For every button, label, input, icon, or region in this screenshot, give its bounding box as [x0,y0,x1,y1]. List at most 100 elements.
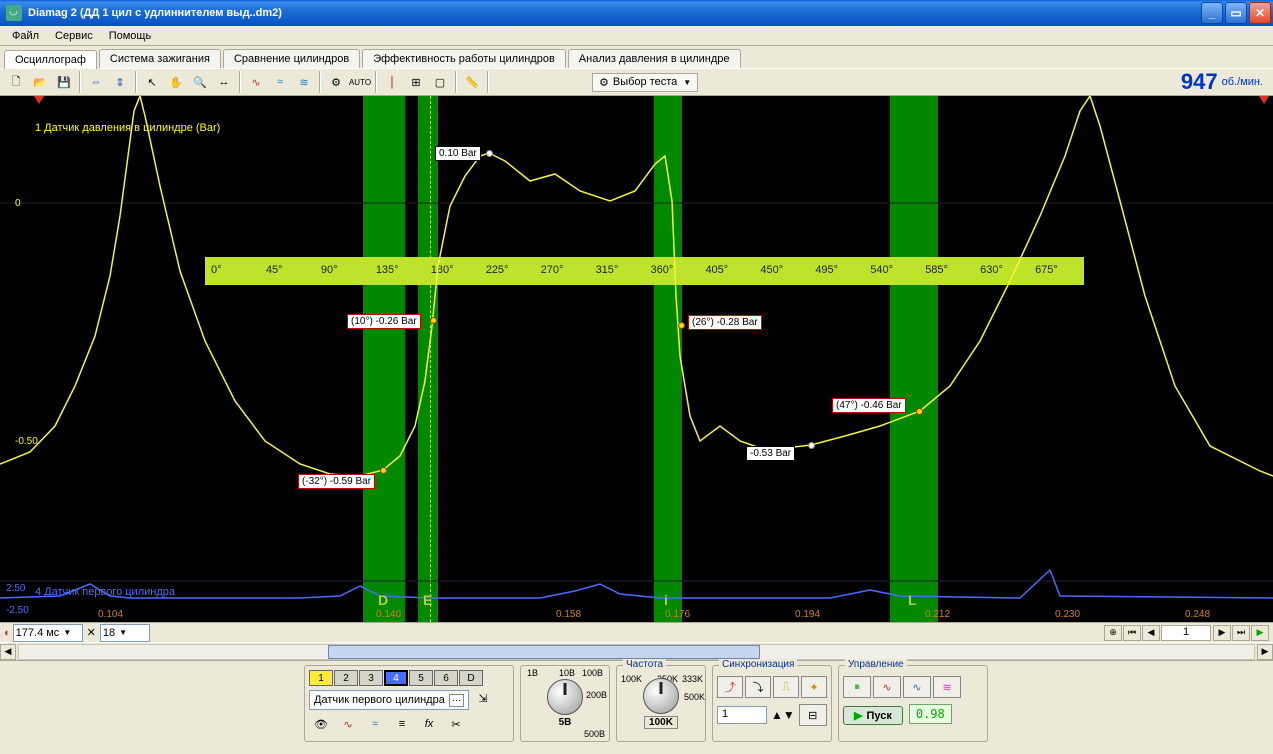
voltage-panel: 1B 10B 100B 200B 500B 5B [520,665,610,742]
wave-red-icon[interactable]: ∿ [337,713,359,735]
data-label: (26°) -0.28 Bar [688,315,762,330]
scroll-left[interactable]: ◀ [0,644,16,660]
nav-last[interactable]: ⏭ [1232,625,1250,641]
page-number: 1 [1161,625,1211,641]
close-button[interactable]: ✕ [1249,2,1271,24]
wave2-icon[interactable]: ≈ [269,71,291,93]
tab-2[interactable]: Сравнение цилиндров [223,49,360,68]
open-icon[interactable]: 📂 [29,71,51,93]
y2-tick: 2.50 [6,583,25,594]
h-scrollbar[interactable]: ◀ ▶ [0,642,1273,660]
cursor-icon[interactable]: ⎮ [381,71,403,93]
channel-btn-3[interactable]: 3 [359,670,383,686]
channel-btn-5[interactable]: 5 [409,670,433,686]
menu-service[interactable]: Сервис [47,28,101,44]
nav-play[interactable]: ▶ [1251,625,1269,641]
menu-help[interactable]: Помощь [101,28,160,44]
sync-star-icon[interactable]: ✦ [801,676,827,698]
multi-wave-icon[interactable]: ≋ [933,676,961,698]
maximize-button[interactable]: ▭ [1225,2,1247,24]
data-point[interactable] [430,317,437,324]
data-point[interactable] [380,467,387,474]
measure-icon[interactable]: ↔ [213,71,235,93]
sync-value[interactable]: 1 [717,706,767,724]
wave3-icon[interactable]: ≋ [293,71,315,93]
menu-file[interactable]: Файл [4,28,47,44]
fx-icon[interactable]: fx [418,713,440,735]
pause-icon[interactable]: ⏸ [843,676,871,698]
scroll-right[interactable]: ▶ [1257,644,1273,660]
ch-action-icon[interactable]: ⇲ [472,687,494,709]
time-readout: 0.98 [909,704,952,724]
tab-3[interactable]: Эффективность работы цилиндров [362,49,566,68]
channel-name-field[interactable]: Датчик первого цилиндра⋯ [309,690,469,710]
sync-pulse-icon[interactable]: ⎍ [773,676,799,698]
time-tick: 0.104 [98,609,123,620]
gear-icon[interactable]: ⚙ [325,71,347,93]
sine-blue-icon[interactable]: ∿ [903,676,931,698]
channel-btn-D[interactable]: D [459,670,483,686]
frequency-panel: Частота 100K 250K 333K 500K 100K [616,665,706,742]
wave-blue-icon[interactable]: ≈ [364,713,386,735]
timespan-dropdown[interactable]: 177.4 мс▼ [13,624,83,642]
phase-letter: i [664,592,668,608]
auto-icon[interactable]: AUTO [349,71,371,93]
ruler2-icon[interactable]: ≡ [391,713,413,735]
y2-tick: -2.50 [6,605,29,616]
channel-btn-1[interactable]: 1 [309,670,333,686]
data-point[interactable] [678,322,685,329]
grid-icon[interactable]: ⊞ [405,71,427,93]
channel-btn-4[interactable]: 4 [384,670,408,686]
nav-first[interactable]: ⏮ [1123,625,1141,641]
zoom-v-icon[interactable]: ⇕ [109,71,131,93]
trace-svg [0,96,1273,622]
control-panel: 123456D Датчик первого цилиндра⋯ ⇲ 👁 ∿ ≈… [0,660,1273,746]
marker-icon[interactable]: ▢ [429,71,451,93]
new-icon[interactable]: 🗋 [5,71,27,93]
tab-4[interactable]: Анализ давления в цилиндре [568,49,741,68]
sync-rise-icon[interactable]: ⤴ [717,676,743,698]
time-tick: 0.176 [665,609,690,620]
test-select-button[interactable]: ⚙Выбор теста▼ [592,73,698,92]
play-button[interactable]: ▶Пуск [843,706,903,725]
nav-oplus[interactable]: ⊕ [1104,625,1122,641]
phase-letter: E [423,592,432,608]
voltage-knob[interactable] [547,679,583,715]
sync-fall-icon[interactable]: ⤵ [745,676,771,698]
scissors-icon[interactable]: ✂ [445,713,467,735]
app-icon [6,5,22,21]
sync-opt-icon[interactable]: ⊟ [799,704,827,726]
eye-icon[interactable]: 👁 [310,713,332,735]
time-bar: ◐ 177.4 мс▼ ✕ 18▼ ⊕ ⏮ ◀ 1 ▶ ⏭ ▶ [0,622,1273,642]
data-label: (-32°) -0.59 Bar [298,474,375,489]
step-dropdown[interactable]: 18▼ [100,624,150,642]
channel-btn-6[interactable]: 6 [434,670,458,686]
time-tick: 0.194 [795,609,820,620]
channel-buttons: 123456D [309,670,509,686]
y-tick: -0.50 [15,436,38,447]
tab-0[interactable]: Осциллограф [4,50,97,69]
zoom-h-icon[interactable]: ⇔ [85,71,107,93]
sync-title: Синхронизация [719,659,797,670]
data-point[interactable] [808,442,815,449]
wave1-icon[interactable]: ∿ [245,71,267,93]
oscilloscope-chart[interactable]: 0°45°90°135°180°225°270°315°360°405°450°… [0,96,1273,622]
tab-1[interactable]: Система зажигания [99,49,221,68]
magnify-icon[interactable]: 🔍 [189,71,211,93]
pointer-icon[interactable]: ↖ [141,71,163,93]
ruler-icon[interactable]: 📏 [461,71,483,93]
save-icon[interactable]: 💾 [53,71,75,93]
data-point[interactable] [916,408,923,415]
phase-letter: L [908,592,917,608]
freq-knob[interactable] [643,678,679,714]
data-label: -0.53 Bar [746,446,795,461]
title-bar: Diamag 2 (ДД 1 цил с удлиннителем выд..d… [0,0,1273,26]
nav-prev[interactable]: ◀ [1142,625,1160,641]
channel-btn-2[interactable]: 2 [334,670,358,686]
hand-icon[interactable]: ✋ [165,71,187,93]
data-point[interactable] [486,150,493,157]
minimize-button[interactable]: _ [1201,2,1223,24]
sine-red-icon[interactable]: ∿ [873,676,901,698]
ch1-label: 1 Датчик давления в цилиндре (Bar) [35,122,220,134]
nav-next[interactable]: ▶ [1213,625,1231,641]
